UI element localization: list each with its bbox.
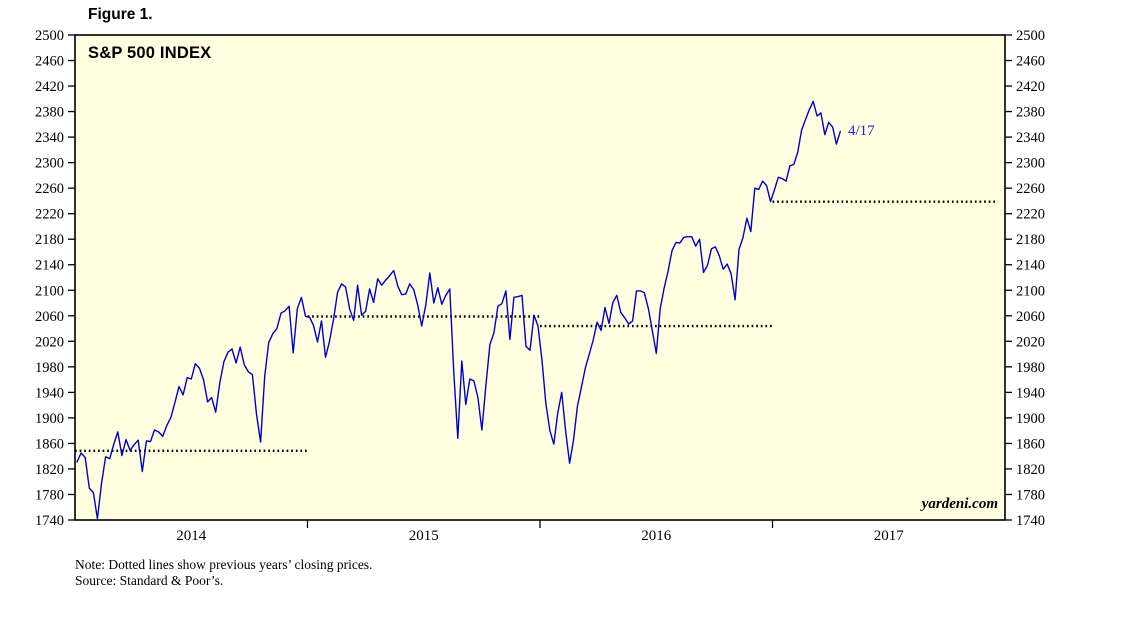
y-tick-label-right: 1860 (1016, 436, 1045, 452)
y-tick-label-right: 2060 (1016, 309, 1045, 325)
y-tick-label-left: 2380 (35, 105, 64, 121)
latest-date-annotation: 4/17 (848, 123, 875, 139)
y-tick-label-right: 2340 (1016, 130, 1045, 146)
y-tick-label-left: 1900 (35, 411, 64, 427)
y-tick-label-left: 1740 (35, 513, 64, 529)
y-tick-label-left: 2180 (35, 232, 64, 248)
x-year-label: 2017 (874, 528, 905, 544)
x-year-label: 2014 (176, 528, 207, 544)
figure-label: Figure 1. (88, 6, 153, 23)
y-tick-label-right: 2020 (1016, 334, 1045, 350)
y-tick-label-right: 2100 (1016, 283, 1045, 299)
source-line: Source: Standard & Poor’s. (75, 573, 224, 588)
price-line (76, 100, 841, 520)
y-tick-label-left: 2300 (35, 156, 64, 172)
plot-background (75, 35, 1005, 520)
x-year-label: 2016 (641, 528, 672, 544)
y-tick-label-right: 2380 (1016, 105, 1045, 121)
y-tick-label-right: 1940 (1016, 385, 1045, 401)
y-tick-label-right: 2460 (1016, 54, 1045, 70)
y-tick-label-right: 2220 (1016, 207, 1045, 223)
y-tick-label-left: 1820 (35, 462, 64, 478)
y-tick-label-left: 2460 (35, 54, 64, 70)
x-year-label: 2015 (409, 528, 439, 544)
y-tick-label-left: 2060 (35, 309, 64, 325)
y-tick-label-right: 1740 (1016, 513, 1045, 529)
y-tick-label-left: 2500 (35, 28, 64, 44)
y-tick-label-left: 1780 (35, 487, 64, 503)
y-tick-label-right: 1980 (1016, 360, 1045, 376)
y-tick-label-right: 1900 (1016, 411, 1045, 427)
y-tick-label-right: 1780 (1016, 487, 1045, 503)
watermark-yardeni: yardeni.com (921, 496, 998, 512)
y-tick-label-left: 2020 (35, 334, 64, 350)
y-tick-label-left: 2100 (35, 283, 64, 299)
y-tick-label-left: 1860 (35, 436, 64, 452)
y-tick-label-left: 1980 (35, 360, 64, 376)
y-tick-label-right: 1820 (1016, 462, 1045, 478)
y-tick-label-right: 2420 (1016, 79, 1045, 95)
y-tick-label-right: 2300 (1016, 156, 1045, 172)
y-tick-label-left: 1940 (35, 385, 64, 401)
note-line: Note: Dotted lines show previous years’ … (75, 557, 373, 572)
y-tick-label-left: 2140 (35, 258, 64, 274)
y-tick-label-right: 2180 (1016, 232, 1045, 248)
y-tick-label-left: 2260 (35, 181, 64, 197)
y-tick-label-right: 2500 (1016, 28, 1045, 44)
y-tick-label-right: 2140 (1016, 258, 1045, 274)
y-tick-label-left: 2220 (35, 207, 64, 223)
y-tick-label-left: 2420 (35, 79, 64, 95)
y-tick-label-left: 2340 (35, 130, 64, 146)
chart-title: S&P 500 INDEX (88, 44, 212, 62)
y-tick-label-right: 2260 (1016, 181, 1045, 197)
